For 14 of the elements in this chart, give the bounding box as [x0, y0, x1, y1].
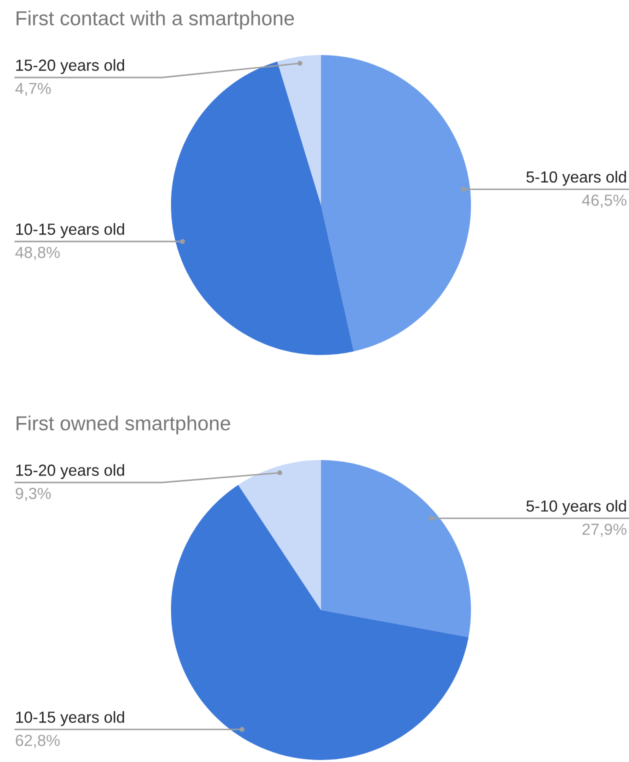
data-label: 46,5%: [582, 194, 626, 208]
slice-label: 15-20 years old: [16, 464, 124, 480]
data-label: 48,8%: [15, 246, 60, 260]
slice-label: 10-15 years old: [16, 223, 124, 238]
data-label: 27,9%: [582, 524, 626, 537]
slice-label: 5-10 years old: [526, 500, 626, 515]
slice-label: 5-10 years old: [526, 170, 626, 186]
slice-label: 10-15 years old: [16, 711, 124, 726]
data-label: 9,3%: [16, 488, 51, 501]
data-label: 4,7%: [15, 82, 51, 96]
chart-title: First owned smartphone: [16, 416, 230, 434]
data-label: 62,8%: [16, 734, 60, 748]
slice-label: 15-20 years old: [16, 59, 124, 74]
chart-title: First contact with a smartphone: [16, 10, 294, 30]
